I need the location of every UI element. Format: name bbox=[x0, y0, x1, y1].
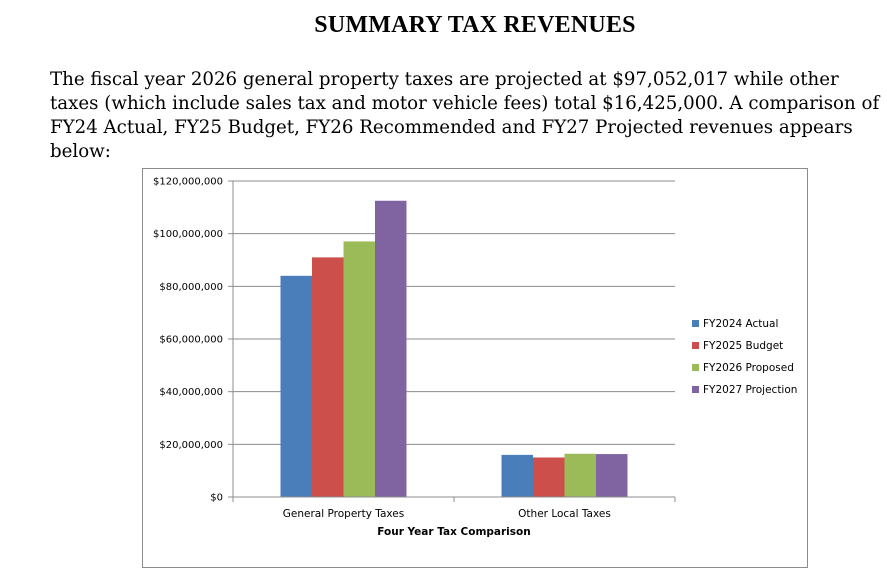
y-tick-label: $40,000,000 bbox=[159, 387, 223, 398]
bar bbox=[501, 454, 533, 497]
bar-chart: $0 $20,000,000 $40,000,000 $60,000,000 $80,0… bbox=[153, 177, 797, 539]
y-tick-label: $80,000,000 bbox=[159, 282, 223, 293]
bar bbox=[343, 241, 375, 497]
legend-swatch bbox=[692, 320, 699, 327]
x-category-label: Other Local Taxes bbox=[518, 508, 611, 520]
intro-paragraph: The fiscal year 2026 general property ta… bbox=[50, 69, 880, 162]
y-tick-label: $0 bbox=[210, 493, 223, 504]
chart-frame: $0 $20,000,000 $40,000,000 $60,000,000 $80,0… bbox=[142, 168, 808, 568]
y-tick-label: $20,000,000 bbox=[159, 440, 223, 451]
bar bbox=[596, 454, 628, 497]
y-tick-label: $100,000,000 bbox=[153, 229, 223, 240]
legend-label: FY2025 Budget bbox=[703, 340, 783, 352]
legend-label: FY2024 Actual bbox=[703, 318, 778, 330]
legend-swatch bbox=[692, 364, 699, 371]
y-axis-ticks: $0 $20,000,000 $40,000,000 $60,000,000 $80,0… bbox=[153, 177, 234, 504]
y-tick-label: $120,000,000 bbox=[153, 177, 223, 188]
bar bbox=[564, 453, 596, 497]
x-axis: General Property Taxes Other Local Taxes F… bbox=[232, 496, 676, 538]
chart-bars bbox=[280, 200, 628, 497]
x-category-label: General Property Taxes bbox=[283, 508, 404, 520]
chart-legend: FY2024 Actual FY2025 Budget FY2026 Propose… bbox=[692, 318, 797, 396]
legend-swatch bbox=[692, 342, 699, 349]
bar bbox=[533, 457, 565, 497]
bar bbox=[312, 257, 344, 497]
page-title: SUMMARY TAX REVENUES bbox=[314, 12, 636, 38]
legend-label: FY2027 Projection bbox=[703, 384, 797, 396]
y-tick-label: $60,000,000 bbox=[159, 335, 223, 346]
bar bbox=[375, 200, 407, 497]
legend-label: FY2026 Proposed bbox=[703, 362, 794, 374]
bar bbox=[280, 275, 312, 497]
x-axis-title: Four Year Tax Comparison bbox=[377, 526, 530, 538]
legend-swatch bbox=[692, 386, 699, 393]
